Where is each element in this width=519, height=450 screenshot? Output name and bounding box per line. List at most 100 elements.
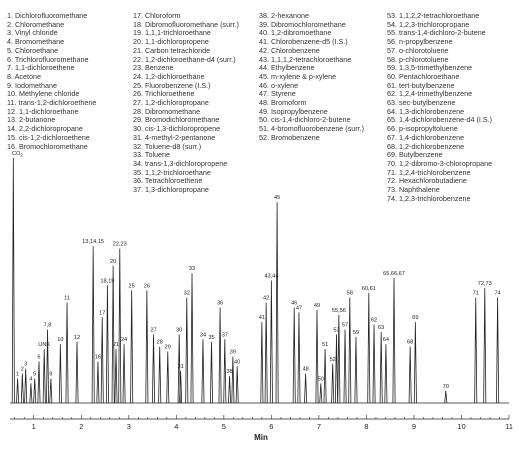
chromatogram-peak <box>96 361 100 404</box>
chromatogram-peak <box>158 346 162 404</box>
legend-item: 3. Vinyl chloride <box>7 28 58 38</box>
compound-legend: 1. Dichlorofluoromethane 2. Chloromethane… <box>0 0 519 202</box>
chromatogram-peak <box>384 344 388 404</box>
legend-item: 52. Bromobenzene <box>259 132 320 142</box>
chromatogram-peak <box>275 202 279 404</box>
legend-item: 69. Butylbenzene <box>387 150 443 160</box>
peak-label: 30 <box>176 327 182 333</box>
chromatogram-peak <box>166 351 170 404</box>
legend-item: 9. Iodomethane <box>7 80 57 90</box>
legend-item: 70. 1,2-dibromo-3-chloropropane <box>387 158 493 168</box>
legend-item: 58. p-chlorotoluene <box>387 54 449 64</box>
legend-item: 4. Bromomethane <box>7 37 65 47</box>
chromatogram-peak <box>111 265 115 404</box>
peak-labels: CO2123456UNK7,8910111213,14,15161718,192… <box>12 151 501 390</box>
legend-item: 6. Trichlorofluoromethane <box>7 54 89 64</box>
peak-label: 49 <box>314 303 320 309</box>
chromatogram-peak <box>46 329 50 404</box>
chromatogram-peak <box>20 373 24 404</box>
peak-label: 43,44 <box>264 274 278 280</box>
chromatogram-peak <box>483 287 487 404</box>
peak-label: 72,73 <box>478 281 492 287</box>
peak-label: 62 <box>371 318 377 324</box>
peak-label: 28 <box>157 340 163 346</box>
chromatogram-peak <box>33 378 37 404</box>
peak-label: 74 <box>494 291 500 297</box>
chromatogram-peak <box>49 378 53 404</box>
peak-label: 65,66,67 <box>383 271 405 277</box>
legend-item: 65. 1,4-dichlorobenzene-d4 (I.S.) <box>387 115 493 125</box>
x-tick-label: 6 <box>269 422 273 431</box>
chromatogram-peak <box>269 280 273 404</box>
peak-label: 16 <box>95 354 101 360</box>
chromatogram-peak <box>122 344 126 404</box>
legend-item: 57. o-chlorotoluene <box>387 45 449 55</box>
chromatogram-peak <box>11 157 15 404</box>
legend-item: 22. 1,2-dichloroethane-d4 (surr.) <box>133 54 236 64</box>
legend-item: 17. Chloroform <box>133 11 181 20</box>
legend-item: 53. 1,1,2,2-tetrachloroethane <box>387 11 480 20</box>
chromatogram-peak <box>408 346 412 404</box>
chromatogram-peak <box>372 324 376 404</box>
legend-item: 8. Acetone <box>7 71 41 81</box>
x-tick-label: 5 <box>222 422 226 431</box>
legend-item: 48. Bromoform <box>259 98 307 108</box>
legend-item: 38. 2-hexanone <box>259 11 309 20</box>
legend-item: 21. Carbon tetrachloride <box>133 45 211 55</box>
legend-item: 62. 1,2,4-trimethylbenzene <box>387 89 473 99</box>
legend-item: 55. trans-1,4-dichloro-2-butene <box>387 28 486 38</box>
legend-column-2: 17. Chloroform 18. Dibromofluoromethane (… <box>133 11 239 195</box>
peak-label: 50 <box>318 376 324 382</box>
legend-item: 73. Naphthalene <box>387 185 440 195</box>
peak-label: 33 <box>189 266 195 272</box>
chromatogram-peak <box>444 390 448 404</box>
peak-label: 32 <box>184 291 190 297</box>
chromatogram-peak <box>29 383 33 404</box>
peak-label: 12 <box>74 335 80 341</box>
legend-item: 60. Pentachloroethane <box>387 71 460 81</box>
chromatogram-peak <box>331 363 335 404</box>
legend-item: 7. 1,1-dichloroethene <box>7 63 75 73</box>
peak-label: 22,23 <box>113 242 127 248</box>
peak-label: 21 <box>113 342 119 348</box>
x-tick-label: 11 <box>505 422 513 431</box>
chromatogram-peak <box>42 349 46 404</box>
x-axis-title: Min <box>254 433 268 442</box>
chromatogram-peak <box>179 371 183 404</box>
legend-item: 29. Bromodichloromethane <box>133 115 220 125</box>
peak-label: 63 <box>378 325 384 331</box>
chromatogram-peak <box>210 341 214 404</box>
legend-item: 25. Fluorobenzene (I.S.) <box>133 80 211 90</box>
legend-item: 54. 1,2,3-trichloropropane <box>387 19 470 29</box>
legend-item: 50. cis-1,4-dichloro-2-butene <box>259 115 351 125</box>
peak-label: 39 <box>230 349 236 355</box>
legend-item: 35. 1,1,2-trichloroethane <box>133 167 211 177</box>
legend-item: 68. 1,2-dichlorobenzene <box>387 141 465 151</box>
chromatogram-peak <box>474 297 478 404</box>
legend-item: 31. 4-methyl-2-pentanone <box>133 132 216 142</box>
legend-item: 45. m-xylene & p-xylene <box>259 71 337 81</box>
peak-label: 26 <box>144 283 150 289</box>
peak-label: 34 <box>200 332 206 338</box>
peak-label: 13,14,15 <box>82 239 104 245</box>
chromatogram-peak <box>24 368 28 404</box>
legend-item: 1. Dichlorofluoromethane <box>7 11 88 20</box>
legend-item: 56. n-propylbenzene <box>387 37 453 47</box>
legend-item: 33. Toluene <box>133 150 171 160</box>
chromatogram-peak <box>185 297 189 404</box>
legend-item: 74. 1,2,3-trichlorobenzene <box>387 193 471 203</box>
peak-label: 2 <box>21 367 24 373</box>
legend-item: 32. Toluene-d8 (surr.) <box>133 141 202 151</box>
legend-item: 20. 1,1-dichloropropene <box>133 37 209 47</box>
chromatogram-peak <box>16 378 20 404</box>
chromatogram-peak <box>100 317 104 404</box>
peak-label: 9 <box>49 372 52 378</box>
legend-item: 66. p-isopropyltoluene <box>387 124 458 134</box>
chromatogram-peak <box>392 278 396 404</box>
legend-item: 41. Chlorobenzene-d5 (I.S.) <box>259 37 348 47</box>
legend-item: 49. Isopropylbenzene <box>259 106 328 116</box>
chromatogram-peak <box>292 307 296 404</box>
peak-label: 47 <box>296 305 302 311</box>
peak-label: 31 <box>177 364 183 370</box>
peak-label: 35 <box>208 335 214 341</box>
